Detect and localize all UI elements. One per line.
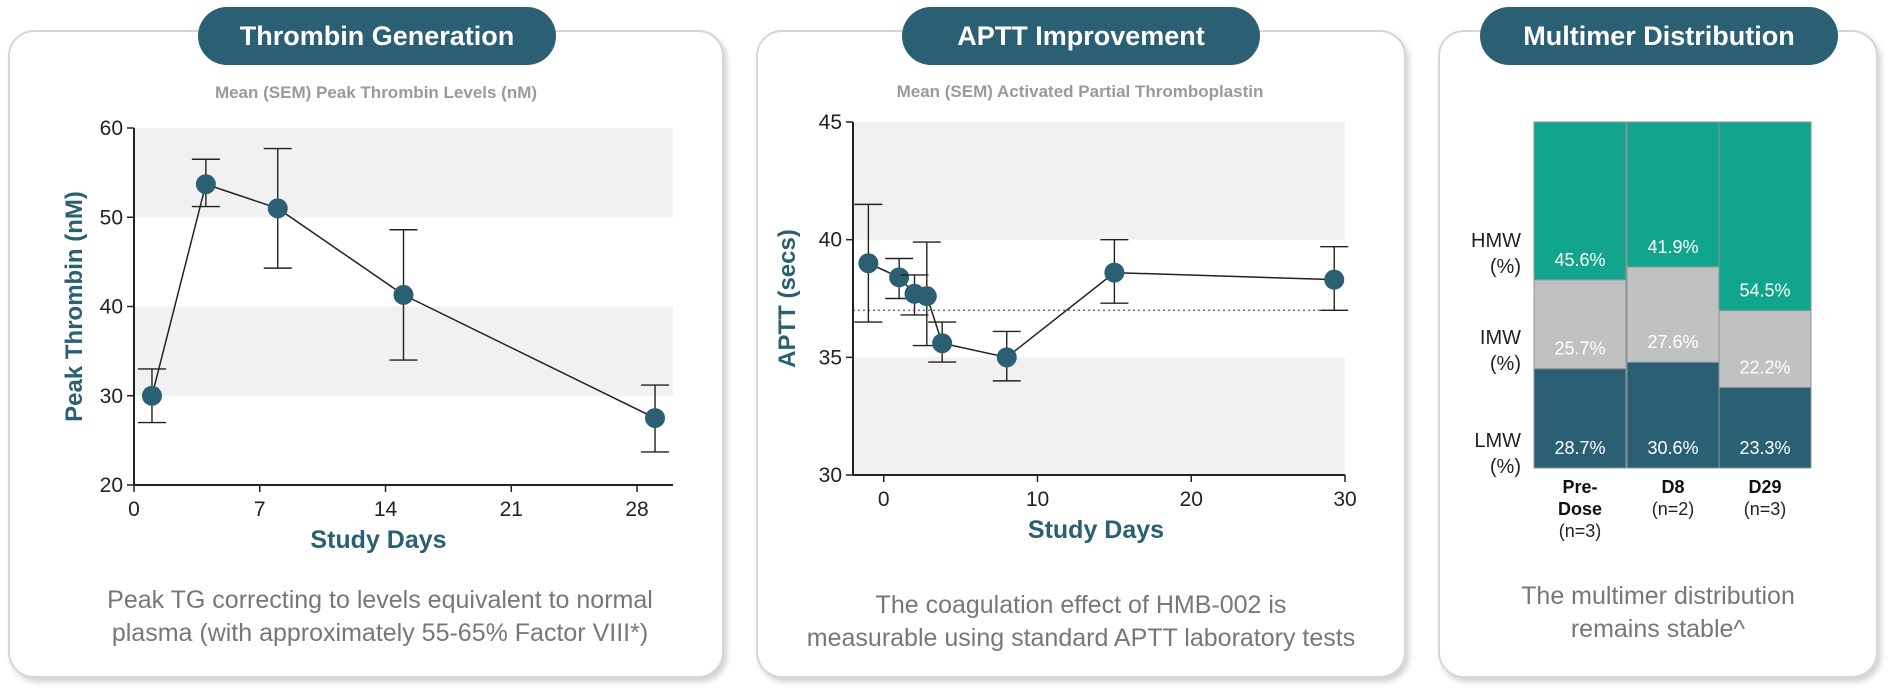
category-label: Pre- — [1562, 477, 1597, 497]
segment-value-label: 22.2% — [1739, 357, 1790, 377]
stacked-segment-imw — [1718, 310, 1812, 388]
y-tick-label: 60 — [100, 117, 123, 140]
shaded-band — [853, 357, 1345, 475]
multimer-caption: The multimer distribution remains stable… — [1438, 580, 1878, 646]
y-tick-label: 30 — [100, 385, 123, 408]
y-tick-label: 50 — [100, 206, 123, 229]
y-tick-label: 40 — [100, 296, 123, 319]
thrombin-chart: Mean (SEM) Peak Thrombin Levels (nM) 20 30… — [61, 83, 673, 554]
x-tick-label: 10 — [1026, 488, 1049, 511]
thrombin-caption: Peak TG correcting to levels equivalent … — [20, 584, 740, 650]
data-point — [932, 333, 953, 354]
data-point — [889, 267, 910, 288]
chart-subtitle: Mean (SEM) Peak Thrombin Levels (nM) — [215, 83, 537, 102]
y-tick-label: 40 — [819, 229, 842, 252]
data-point — [393, 284, 414, 305]
x-tick-label: 0 — [128, 498, 140, 521]
category-n-label: (n=3) — [1744, 499, 1787, 519]
y-tick-label: 35 — [819, 346, 842, 369]
category-n-label: (n=2) — [1652, 499, 1695, 519]
data-point — [858, 253, 879, 274]
stacked-segment-hmw — [1626, 121, 1720, 268]
x-tick-label: 20 — [1180, 488, 1203, 511]
segment-value-label: 45.6% — [1554, 250, 1605, 270]
thrombin-caption-line-1: Peak TG correcting to levels equivalent … — [107, 586, 653, 614]
segment-value-label: 28.7% — [1554, 438, 1605, 458]
data-point — [195, 174, 216, 195]
x-tick-label: 30 — [1333, 488, 1356, 511]
segment-value-label: 54.5% — [1739, 281, 1790, 301]
y-axis-label: APTT (secs) — [774, 229, 801, 368]
stacked-segment-hmw — [1718, 121, 1812, 312]
y-axis-label: Peak Thrombin (nM) — [61, 191, 88, 422]
row-label: (%) — [1490, 256, 1521, 278]
shaded-band — [853, 122, 1345, 240]
row-label: (%) — [1490, 456, 1521, 478]
chart-subtitle: Mean (SEM) Activated Partial Thromboplas… — [897, 82, 1264, 101]
shaded-band — [134, 128, 673, 218]
category-n-label: (n=3) — [1559, 521, 1602, 541]
x-tick-label: 21 — [500, 498, 523, 521]
data-point — [996, 347, 1017, 368]
thrombin-caption-line-2: plasma (with approximately 55-65% Factor… — [111, 619, 649, 647]
aptt-chart: Mean (SEM) Activated Partial Thromboplas… — [774, 82, 1357, 544]
multimer-caption-line-1: The multimer distribution — [1521, 582, 1795, 610]
segment-value-label: 41.9% — [1647, 237, 1698, 257]
y-tick-label: 30 — [819, 464, 842, 487]
stacked-segment-imw — [1626, 266, 1720, 363]
data-point — [645, 408, 666, 429]
row-label: HMW — [1471, 230, 1521, 252]
stacked-segment-imw — [1533, 279, 1627, 370]
multimer-distribution-title: Multimer Distribution — [1480, 7, 1838, 65]
multimer-caption-line-2: remains stable^ — [1570, 615, 1746, 643]
stacked-segment-lmw — [1626, 361, 1720, 469]
x-axis-label: Study Days — [310, 526, 446, 554]
aptt-caption-line-1: The coagulation effect of HMB-002 is — [875, 591, 1287, 619]
category-label: D29 — [1748, 477, 1781, 497]
aptt-caption: The coagulation effect of HMB-002 is mea… — [756, 589, 1406, 655]
x-axis-label: Study Days — [1028, 516, 1164, 544]
x-tick-label: 7 — [254, 498, 266, 521]
stacked-segment-hmw — [1533, 121, 1627, 281]
segment-value-label: 27.6% — [1647, 332, 1698, 352]
x-tick-label: 14 — [374, 498, 398, 521]
data-point — [267, 198, 288, 219]
row-label: IMW — [1480, 327, 1521, 349]
multimer-chart: 28.7%25.7%45.6%Pre-Dose(n=3)30.6%27.6%41… — [1471, 121, 1812, 541]
aptt-caption-line-2: measurable using standard APTT laborator… — [806, 624, 1356, 652]
thrombin-generation-title: Thrombin Generation — [198, 7, 556, 65]
category-label: Dose — [1558, 499, 1602, 519]
data-point — [1324, 269, 1345, 290]
data-point — [1104, 262, 1125, 283]
row-label: LMW — [1474, 430, 1521, 452]
x-tick-label: 0 — [878, 488, 890, 511]
data-point — [141, 385, 162, 406]
category-label: D8 — [1661, 477, 1684, 497]
aptt-improvement-title: APTT Improvement — [902, 7, 1260, 65]
data-point — [916, 286, 937, 307]
y-tick-label: 20 — [100, 474, 123, 497]
x-tick-label: 28 — [625, 498, 648, 521]
segment-value-label: 25.7% — [1554, 339, 1605, 359]
row-label: (%) — [1490, 353, 1521, 375]
segment-value-label: 23.3% — [1739, 438, 1790, 458]
stacked-segment-lmw — [1718, 386, 1812, 469]
y-tick-label: 45 — [819, 111, 842, 134]
segment-value-label: 30.6% — [1647, 438, 1698, 458]
